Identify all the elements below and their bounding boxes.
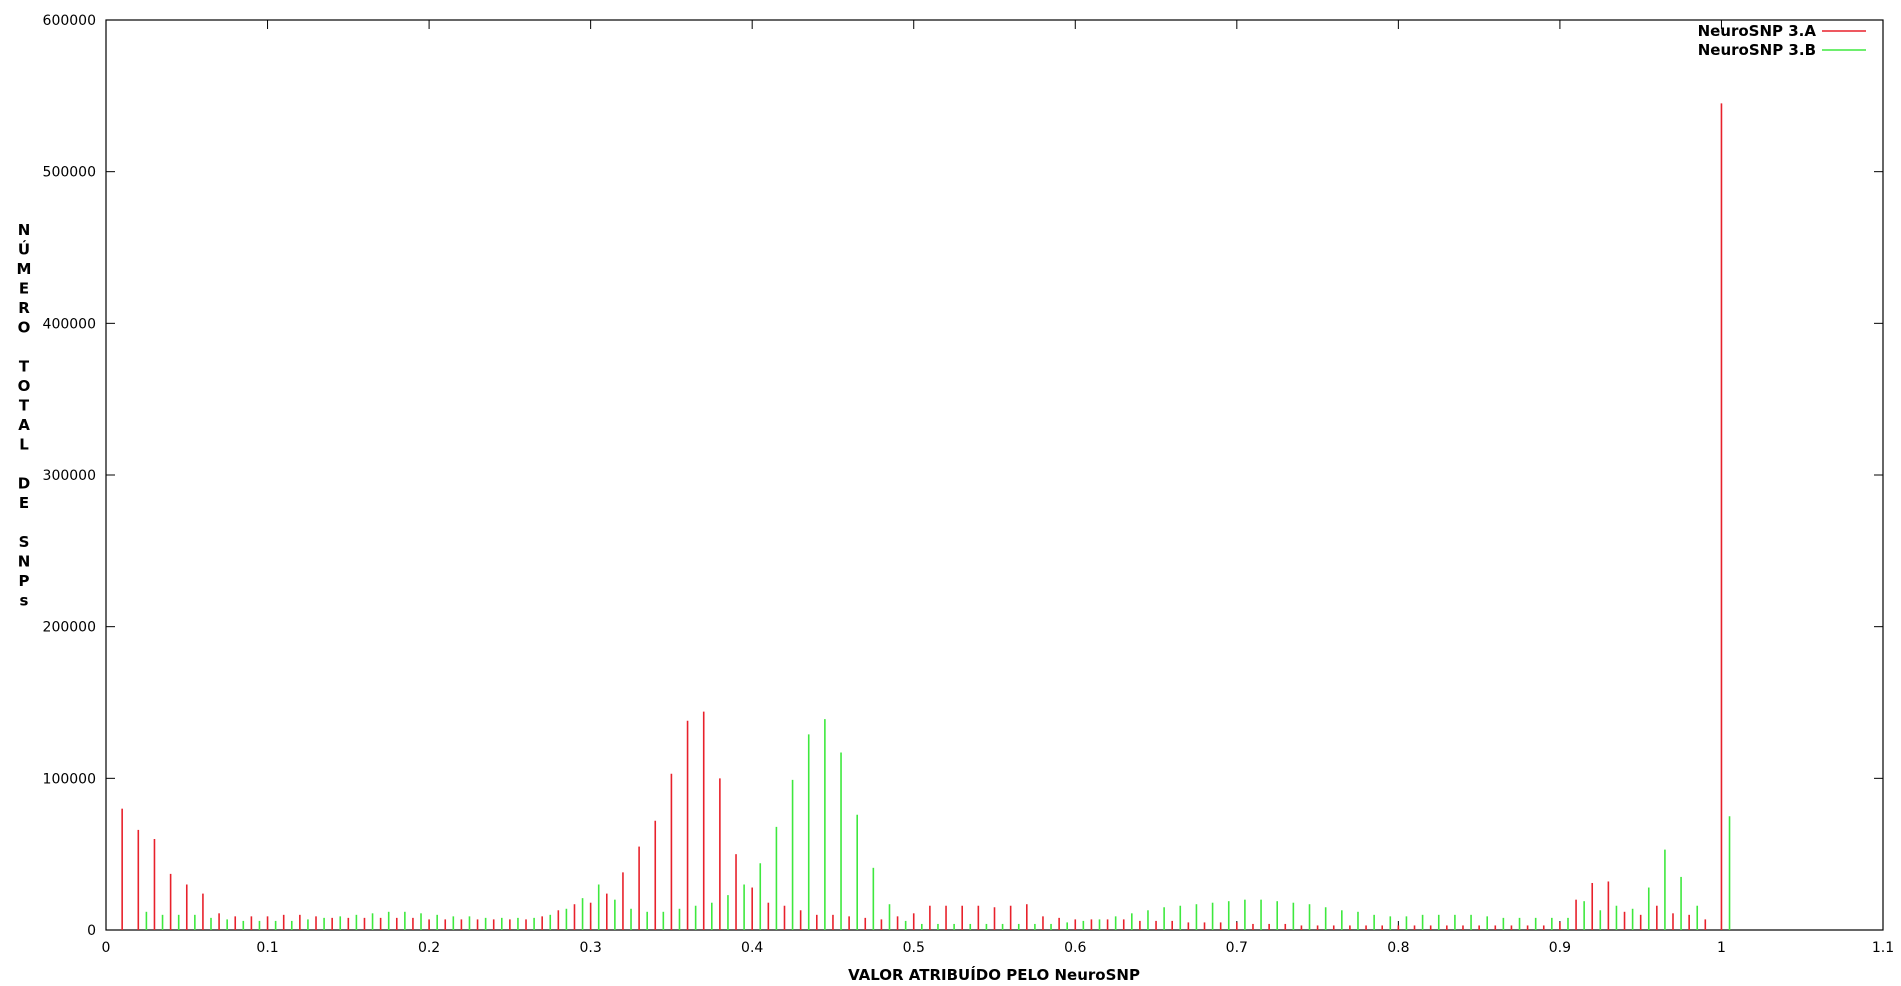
y-tick-label: 100000 [43, 771, 96, 787]
legend-label: NeuroSNP 3.B [1698, 41, 1816, 59]
y-axis-title-letter: N [18, 553, 31, 571]
y-tick-label: 300000 [43, 468, 96, 484]
y-axis-title-letter: s [20, 592, 29, 610]
x-tick-label: 0.2 [418, 940, 440, 956]
y-axis-title-letter: N [18, 221, 31, 239]
plot-frame [105, 19, 1884, 931]
bars [121, 103, 1731, 930]
x-tick-label: 1 [1717, 940, 1726, 956]
y-axis-title-letter: O [18, 377, 31, 395]
x-tick-label: 0.4 [741, 940, 763, 956]
y-axis-title-letter: L [19, 436, 29, 454]
y-axis-title-letter: T [19, 358, 30, 376]
x-tick-label: 0.7 [1226, 940, 1248, 956]
y-axis-title-letter: S [19, 533, 30, 551]
y-axis-title-letter: R [18, 299, 30, 317]
y-axis-title-letter: E [19, 280, 29, 298]
x-tick-label: 0.3 [580, 940, 602, 956]
y-tick-label: 200000 [43, 620, 96, 636]
y-tick-label: 0 [87, 923, 96, 939]
y-axis-title-letter: P [19, 572, 30, 590]
y-tick-label: 400000 [43, 316, 96, 332]
x-axis: 0 0.1 0.2 0.3 0.4 0.5 0.6 0.7 0.8 0.9 1 1.1 [102, 20, 1894, 956]
x-tick-label: 0.8 [1387, 940, 1409, 956]
y-axis: 0 100000 200000 300000 400000 500000 600000 [43, 13, 1883, 939]
x-axis-title: VALOR ATRIBUÍDO PELO NeuroSNP [848, 965, 1140, 984]
y-axis-title-letter: Ú [18, 240, 30, 259]
y-axis-title-letter: M [17, 260, 32, 278]
y-axis-title-letter: E [19, 494, 29, 512]
x-tick-label: 0.6 [1064, 940, 1086, 956]
y-axis-title-letter: D [18, 475, 30, 493]
x-tick-label: 0 [102, 940, 111, 956]
x-tick-label: 0.5 [903, 940, 925, 956]
x-tick-label: 0.9 [1549, 940, 1571, 956]
x-tick-label: 1.1 [1872, 940, 1894, 956]
y-axis-title-letter: T [19, 397, 30, 415]
y-axis-title-letter: A [18, 416, 30, 434]
y-tick-label: 500000 [43, 165, 96, 181]
y-axis-title-letter: O [18, 319, 31, 337]
x-tick-label: 0.1 [256, 940, 278, 956]
y-tick-label: 600000 [43, 13, 96, 29]
legend-label: NeuroSNP 3.A [1698, 22, 1817, 40]
